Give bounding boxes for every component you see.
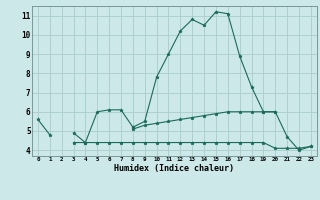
X-axis label: Humidex (Indice chaleur): Humidex (Indice chaleur) — [115, 164, 234, 173]
